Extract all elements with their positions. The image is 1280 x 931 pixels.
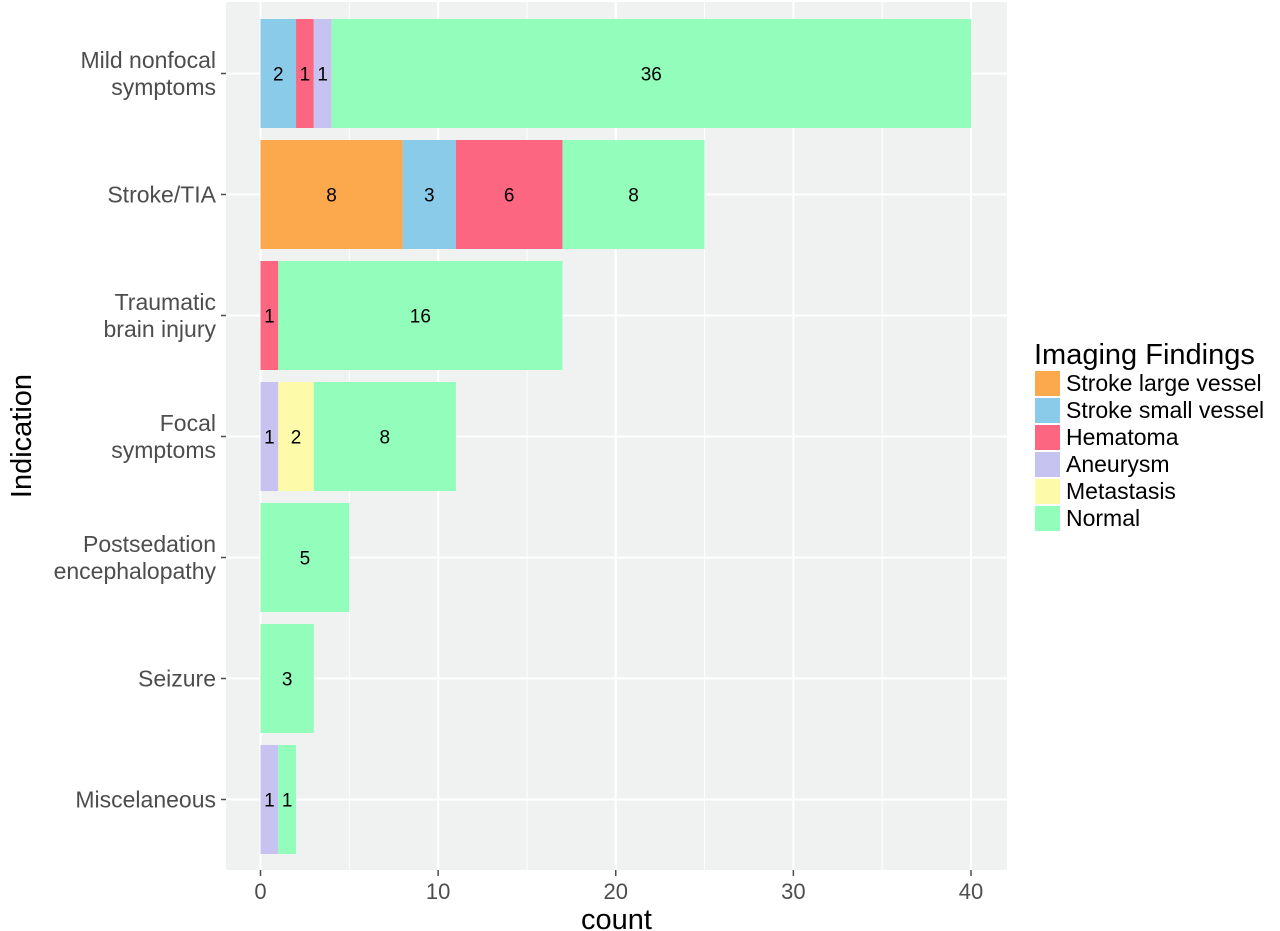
bar-value-label: 1 bbox=[282, 791, 293, 812]
x-tick-label: 30 bbox=[781, 879, 805, 904]
legend-label: Stroke small vessel bbox=[1066, 397, 1264, 423]
y-tick-label: Mild nonfocal symptoms bbox=[80, 47, 216, 100]
y-tick-label: Postsedation encephalopathy bbox=[54, 531, 217, 584]
bar-segment bbox=[296, 19, 314, 128]
y-axis: Mild nonfocal symptoms Stroke/TIA Traumatic… bbox=[54, 47, 226, 813]
x-tick-label: 0 bbox=[254, 879, 266, 904]
y-axis-title: Indication bbox=[6, 374, 38, 498]
bar-value-label: 1 bbox=[264, 428, 275, 449]
bar-value-label: 2 bbox=[291, 428, 302, 449]
legend-label: Aneurysm bbox=[1066, 451, 1170, 477]
bar-value-label: 3 bbox=[424, 186, 435, 207]
legend-swatch bbox=[1035, 452, 1060, 477]
legend-title: Imaging Findings bbox=[1034, 339, 1255, 371]
y-tick-label: Focal symptoms bbox=[111, 410, 216, 463]
bar-value-label: 36 bbox=[641, 65, 662, 86]
legend-swatch bbox=[1035, 506, 1060, 531]
x-axis-title: count bbox=[581, 904, 652, 931]
legend-swatch bbox=[1035, 479, 1060, 504]
bar-segment bbox=[260, 503, 350, 612]
bar-segment bbox=[260, 19, 297, 128]
x-tick-label: 20 bbox=[604, 879, 628, 904]
bar-segment bbox=[260, 745, 279, 854]
legend-swatch bbox=[1035, 425, 1060, 450]
bars bbox=[260, 19, 971, 854]
x-tick-label: 40 bbox=[959, 879, 983, 904]
y-tick-label: Traumatic brain injury bbox=[104, 289, 217, 342]
bar-segment bbox=[455, 140, 563, 249]
bar-value-label: 16 bbox=[410, 307, 431, 328]
x-axis: 0 10 20 30 40 bbox=[254, 870, 983, 904]
bar-segment bbox=[260, 140, 403, 249]
x-tick-label: 10 bbox=[426, 879, 450, 904]
bar-value-label: 2 bbox=[273, 65, 284, 86]
bar-segment bbox=[278, 745, 297, 854]
bar-segment bbox=[402, 140, 456, 249]
bar-value-label: 1 bbox=[317, 65, 328, 86]
bar-value-label: 1 bbox=[264, 791, 275, 812]
bar-segment bbox=[278, 261, 563, 370]
bar-value-label: 8 bbox=[326, 186, 337, 207]
bar-segment bbox=[331, 19, 971, 128]
bar-value-label: 1 bbox=[300, 65, 311, 86]
bar-value-label: 3 bbox=[282, 670, 293, 691]
bar-value-label: 1 bbox=[264, 307, 275, 328]
legend-label: Hematoma bbox=[1066, 424, 1179, 450]
legend-swatch bbox=[1035, 371, 1060, 396]
legend: Imaging Findings Stroke large vesselStro… bbox=[1034, 339, 1264, 531]
legend-label: Metastasis bbox=[1066, 478, 1176, 504]
bar-segment bbox=[313, 382, 456, 491]
legend-swatch bbox=[1035, 398, 1060, 423]
bar-segment bbox=[313, 19, 332, 128]
bar-segment bbox=[260, 624, 314, 733]
bar-value-label: 8 bbox=[380, 428, 391, 449]
bar-segment bbox=[562, 140, 705, 249]
legend-label: Stroke large vessel bbox=[1066, 370, 1262, 396]
y-tick-label: Miscelaneous bbox=[75, 787, 216, 813]
bar-value-label: 6 bbox=[504, 186, 515, 207]
legend-label: Normal bbox=[1066, 505, 1140, 531]
y-tick-label: Stroke/TIA bbox=[107, 182, 216, 208]
y-tick-label: Seizure bbox=[138, 666, 216, 692]
bar-segment bbox=[260, 261, 279, 370]
bar-value-label: 8 bbox=[628, 186, 639, 207]
bar-segment bbox=[278, 382, 314, 491]
bar-segment bbox=[260, 382, 279, 491]
bar-value-label: 5 bbox=[300, 549, 311, 570]
